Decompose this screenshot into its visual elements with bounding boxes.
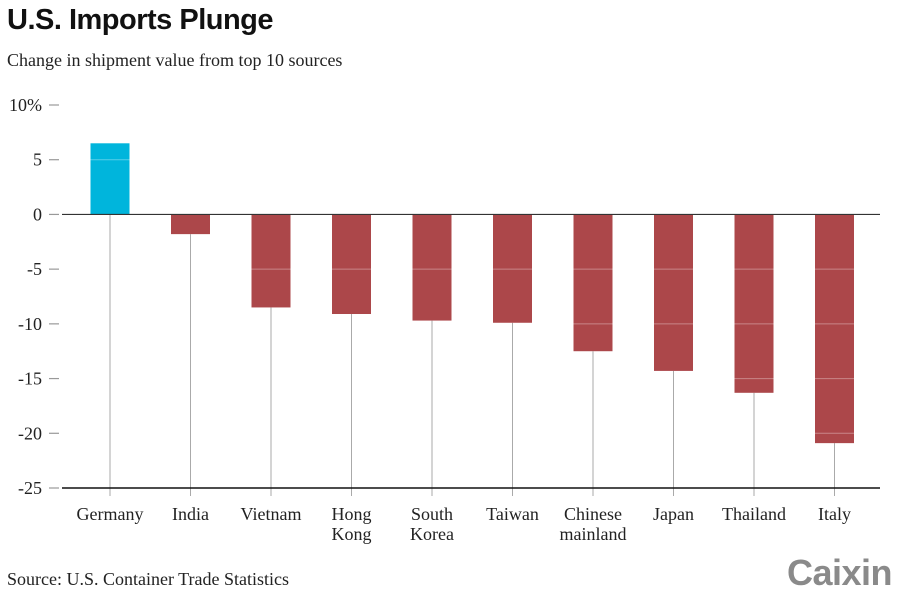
bar-thailand [734,214,774,393]
y-tick-label: 5 [33,150,42,170]
x-axis: Germany India Vietnam Hong Kong South Korea Tai… [62,213,880,544]
bar-hong-kong [332,214,371,315]
x-tick-label: South Korea [410,504,454,544]
x-tick-label: Vietnam [241,504,302,524]
y-tick-label: -10 [18,314,42,334]
x-tick-label: Germany [77,504,144,524]
x-tick-label: Italy [818,504,851,524]
bar-japan [654,214,693,371]
x-tick-label: Taiwan [486,504,539,524]
y-axis: 10% 5 0 -5 -10 -15 -20 -25 [9,95,59,498]
bars [90,143,854,444]
x-tick-label: Chinese mainland [560,504,627,544]
bar-chart: 10% 5 0 -5 -10 -15 -20 -25 Germany India Vietnam H… [9,95,880,544]
bar-italy [815,214,854,444]
y-tick-label: -25 [18,478,42,498]
y-tick-label: -15 [18,369,42,389]
y-tick-label: 0 [33,204,42,224]
caixin-logo: Caixin [786,552,893,593]
x-tick-label: Thailand [722,504,786,524]
source-note: Source: U.S. Container Trade Statistics [7,569,289,589]
y-tick-label: -5 [27,259,42,279]
chart-title: U.S. Imports Plunge [7,4,274,36]
bar-taiwan [493,214,532,323]
y-tick-label: -20 [18,423,42,443]
x-tick-label: Japan [653,504,694,524]
bar-vietnam [251,214,291,308]
chart-subtitle: Change in shipment value from top 10 sou… [7,50,343,70]
x-tick-label: India [172,504,209,524]
bar-south-korea [412,214,452,321]
y-tick-label: 10% [9,95,42,115]
x-tick-label: Hong Kong [332,504,372,544]
bar-india [171,214,210,235]
bar-germany [90,143,130,215]
bar-chinese-mainland [573,214,613,352]
category-stems [109,214,835,496]
